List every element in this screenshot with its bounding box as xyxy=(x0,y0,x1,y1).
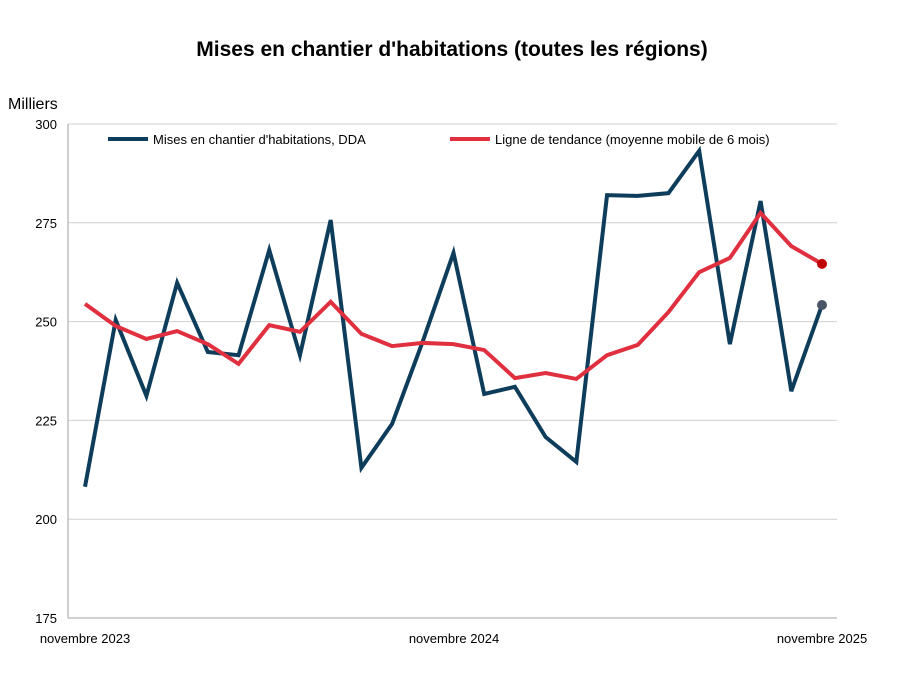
starts-line xyxy=(83,145,824,488)
trend-line xyxy=(83,209,824,382)
x-tick-label: novembre 2024 xyxy=(409,631,499,646)
y-tick-label: 250 xyxy=(35,315,57,330)
trend-point xyxy=(817,258,827,269)
x-tick-label: novembre 2025 xyxy=(777,631,867,646)
y-tick-label: 175 xyxy=(35,611,57,626)
legend-label-trend: Ligne de tendance (moyenne mobile de 6 m… xyxy=(495,132,770,147)
chart-title: Mises en chantier d'habitations (toutes … xyxy=(196,38,707,61)
legend-label-starts: Mises en chantier d'habitations, DDA xyxy=(153,132,366,147)
y-tick-label: 200 xyxy=(35,512,57,527)
y-tick-label: 300 xyxy=(35,117,57,132)
y-tick-label: 225 xyxy=(35,413,57,428)
y-axis-label: Milliers xyxy=(8,96,58,113)
x-tick-label: novembre 2023 xyxy=(40,631,130,646)
starts-point xyxy=(817,300,827,311)
legend: Mises en chantier d'habitations, DDA Lig… xyxy=(108,132,770,147)
y-tick-label: 275 xyxy=(35,216,57,231)
